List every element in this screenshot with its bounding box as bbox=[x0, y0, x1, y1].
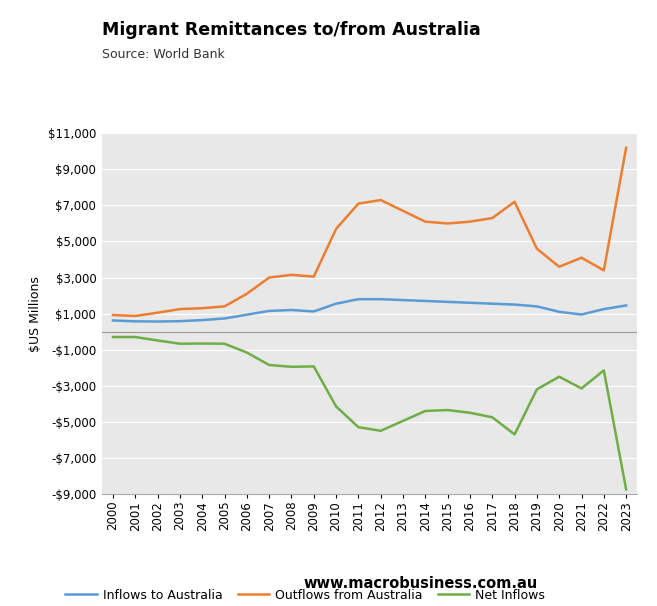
Net Inflows bbox=[443, 407, 451, 414]
Net Inflows bbox=[466, 409, 474, 416]
Inflows to Australia bbox=[332, 300, 340, 307]
Inflows to Australia bbox=[154, 318, 162, 325]
Net Inflows bbox=[533, 385, 541, 393]
Inflows to Australia bbox=[399, 296, 407, 304]
Outflows from Australia bbox=[510, 198, 518, 205]
Inflows to Australia bbox=[310, 308, 318, 315]
Net Inflows bbox=[355, 424, 363, 431]
Net Inflows bbox=[198, 340, 206, 347]
Inflows to Australia bbox=[600, 305, 608, 313]
Inflows to Australia bbox=[443, 298, 451, 305]
Inflows to Australia bbox=[376, 296, 384, 303]
Inflows to Australia bbox=[288, 307, 296, 314]
Net Inflows bbox=[265, 361, 273, 368]
Net Inflows bbox=[578, 385, 585, 392]
Outflows from Australia bbox=[622, 144, 630, 152]
Net Inflows bbox=[310, 363, 318, 370]
Outflows from Australia bbox=[421, 218, 429, 225]
Net Inflows bbox=[109, 333, 117, 341]
Net Inflows bbox=[288, 363, 296, 370]
Net Inflows bbox=[243, 349, 251, 356]
Outflows from Australia bbox=[288, 271, 296, 279]
Inflows to Australia bbox=[555, 308, 563, 316]
Line: Net Inflows: Net Inflows bbox=[113, 337, 626, 490]
Legend: Inflows to Australia, Outflows from Australia, Net Inflows: Inflows to Australia, Outflows from Aust… bbox=[60, 584, 550, 606]
Net Inflows bbox=[600, 367, 608, 374]
Text: www.macrobusiness.com.au: www.macrobusiness.com.au bbox=[304, 576, 537, 591]
Outflows from Australia bbox=[555, 263, 563, 270]
Net Inflows bbox=[488, 414, 496, 421]
Outflows from Australia bbox=[109, 311, 117, 319]
Outflows from Australia bbox=[600, 267, 608, 274]
Inflows to Australia bbox=[176, 318, 184, 325]
Outflows from Australia bbox=[265, 274, 273, 281]
Outflows from Australia bbox=[154, 309, 162, 316]
Inflows to Australia bbox=[109, 317, 117, 324]
Net Inflows bbox=[555, 373, 563, 381]
Text: Source: World Bank: Source: World Bank bbox=[102, 48, 225, 61]
Text: MACRO: MACRO bbox=[520, 21, 600, 40]
Outflows from Australia bbox=[376, 196, 384, 204]
Line: Outflows from Australia: Outflows from Australia bbox=[113, 148, 626, 316]
Inflows to Australia bbox=[466, 299, 474, 307]
Net Inflows bbox=[154, 337, 162, 344]
Net Inflows bbox=[622, 486, 630, 493]
Inflows to Australia bbox=[622, 302, 630, 309]
Outflows from Australia bbox=[176, 305, 184, 313]
Text: BUSINESS: BUSINESS bbox=[506, 50, 614, 68]
Net Inflows bbox=[131, 333, 139, 341]
Net Inflows bbox=[421, 407, 429, 415]
Outflows from Australia bbox=[131, 312, 139, 319]
Outflows from Australia bbox=[399, 207, 407, 215]
Inflows to Australia bbox=[131, 318, 139, 325]
Net Inflows bbox=[221, 340, 229, 347]
Line: Inflows to Australia: Inflows to Australia bbox=[113, 299, 626, 322]
Outflows from Australia bbox=[198, 305, 206, 312]
Inflows to Australia bbox=[578, 311, 585, 318]
Net Inflows bbox=[176, 340, 184, 347]
Inflows to Australia bbox=[221, 315, 229, 322]
Outflows from Australia bbox=[355, 200, 363, 207]
Outflows from Australia bbox=[578, 254, 585, 261]
Inflows to Australia bbox=[533, 303, 541, 310]
Outflows from Australia bbox=[443, 220, 451, 227]
Net Inflows bbox=[510, 431, 518, 438]
Inflows to Australia bbox=[488, 300, 496, 307]
Inflows to Australia bbox=[355, 296, 363, 303]
Outflows from Australia bbox=[466, 218, 474, 225]
Inflows to Australia bbox=[265, 307, 273, 315]
Net Inflows bbox=[332, 403, 340, 410]
Inflows to Australia bbox=[243, 311, 251, 318]
Text: Migrant Remittances to/from Australia: Migrant Remittances to/from Australia bbox=[102, 21, 480, 39]
Outflows from Australia bbox=[310, 273, 318, 281]
Outflows from Australia bbox=[221, 303, 229, 310]
Net Inflows bbox=[399, 418, 407, 425]
Inflows to Australia bbox=[198, 316, 206, 324]
Inflows to Australia bbox=[421, 298, 429, 305]
Outflows from Australia bbox=[488, 215, 496, 222]
Inflows to Australia bbox=[510, 301, 518, 308]
Outflows from Australia bbox=[332, 225, 340, 233]
Net Inflows bbox=[376, 427, 384, 435]
Y-axis label: $US Millions: $US Millions bbox=[30, 276, 42, 351]
Outflows from Australia bbox=[533, 245, 541, 252]
Outflows from Australia bbox=[243, 290, 251, 298]
